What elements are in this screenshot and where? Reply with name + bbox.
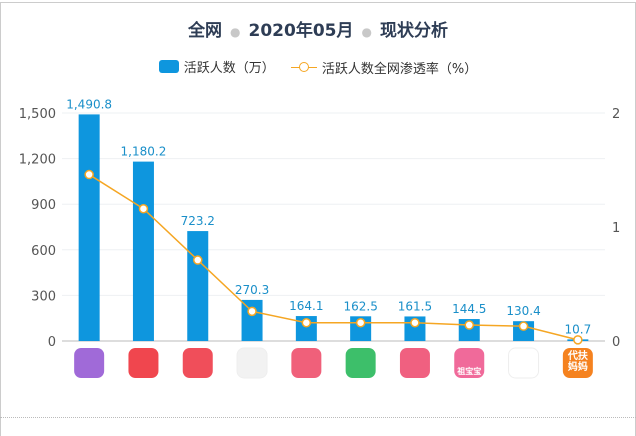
y-left-tick-label: 600	[31, 244, 56, 259]
fetus-app-icon	[74, 348, 105, 378]
y-left-tick-label: 900	[31, 198, 56, 213]
pregnant-app-icon	[182, 348, 213, 378]
app-icon-text: 代扶妈妈	[567, 351, 588, 373]
line-point	[355, 318, 366, 328]
y-right-tick-label: 2	[612, 107, 620, 122]
line-point	[138, 204, 149, 214]
red-circles-app-icon	[128, 348, 159, 378]
bar-data-label: 161.5	[398, 299, 432, 313]
bar-data-label: 130.4	[506, 304, 540, 318]
chart-title: 全网 ● 2020年05月 ● 现状分析	[0, 16, 636, 41]
bar-data-label: 270.3	[235, 283, 269, 297]
title-separator: ●	[361, 25, 372, 39]
bar	[241, 299, 263, 341]
title-scope: 全网	[188, 21, 223, 41]
bar-data-label: 162.5	[343, 299, 377, 313]
line-point	[193, 255, 203, 265]
title-month: 2020年05月	[248, 21, 354, 41]
baby-pink-app-icon	[454, 348, 485, 378]
rainbow-heart-app-icon	[236, 347, 268, 379]
bar-data-label: 10.7	[564, 322, 591, 336]
y-right-tick-label: 0	[612, 335, 620, 350]
bar-data-label: 723.2	[181, 214, 215, 228]
legend: 活跃人数（万） 活跃人数全网渗透率（%）	[0, 57, 636, 77]
baby-face-app-icon	[399, 348, 430, 378]
pink-m-app-icon	[291, 348, 322, 378]
line-point	[84, 169, 94, 180]
line-point	[518, 321, 529, 331]
penetration-line	[88, 173, 579, 341]
legend-label: 活跃人数（万）	[183, 61, 275, 76]
legend-label: 活跃人数全网渗透率（%）	[321, 61, 478, 77]
y-left-tick-label: 1,500	[19, 107, 56, 122]
bar-data-label: 1,180.2	[121, 145, 167, 159]
legend-bar-swatch	[158, 60, 179, 73]
line-point	[464, 320, 474, 330]
app-icon-text: 祖宝宝	[457, 367, 482, 376]
title-analysis: 现状分析	[379, 21, 448, 41]
title-separator: ●	[230, 25, 241, 39]
line-point	[301, 318, 312, 328]
bar-data-label: 144.5	[452, 302, 486, 316]
y-right-tick-label: 1	[612, 221, 620, 236]
bar	[78, 114, 100, 341]
orange-text-app-icon	[562, 348, 593, 378]
bar	[132, 161, 154, 341]
bar-data-label: 164.1	[289, 299, 323, 313]
bar	[187, 231, 209, 341]
green-chat-app-icon	[345, 348, 376, 378]
y-left-tick-label: 0	[48, 335, 56, 350]
legend-line-swatch	[290, 61, 317, 73]
y-left-tick-label: 1,200	[19, 153, 56, 168]
legend-item-penetration[interactable]: 活跃人数全网渗透率（%）	[290, 58, 478, 77]
line-point	[410, 318, 420, 328]
line-point	[247, 306, 257, 317]
line-point	[573, 335, 583, 345]
bar-data-label: 1,490.8	[66, 97, 112, 111]
legend-item-active-users[interactable]: 活跃人数（万）	[158, 57, 275, 76]
y-left-tick-label: 300	[31, 289, 56, 304]
divider	[0, 417, 636, 418]
giraffe-app-icon	[508, 347, 540, 379]
